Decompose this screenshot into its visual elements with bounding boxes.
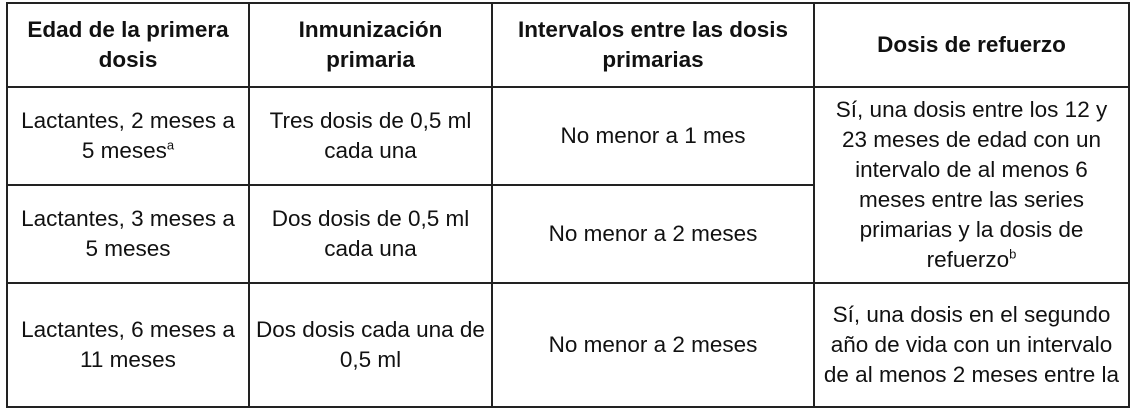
cell-intervalo: No menor a 1 mes	[491, 86, 815, 186]
header-intervalos: Intervalos entre las dosis primarias	[491, 2, 815, 88]
cell-inmunizacion: Tres dosis de 0,5 ml cada una	[248, 86, 493, 186]
cell-inmunizacion: Dos dosis cada una de 0,5 ml	[248, 282, 493, 408]
table-row: Lactantes, 3 meses a 5 meses Dos dosis d…	[6, 184, 1129, 284]
table-row: Lactantes, 2 meses a 5 mesesa Tres dosis…	[6, 86, 1130, 284]
cell-refuerzo: Sí, una dosis en el segundo año de vida …	[813, 282, 1130, 408]
table-row: Lactantes, 6 meses a 11 meses Dos dosis …	[6, 282, 1130, 408]
cell-intervalo: No menor a 2 meses	[491, 282, 815, 408]
cell-edad: Lactantes, 3 meses a 5 meses	[6, 184, 250, 284]
header-refuerzo: Dosis de refuerzo	[813, 2, 1130, 88]
footnote-marker: b	[1009, 246, 1017, 262]
cell-refuerzo: Sí, una dosis entre los 12 y 23 meses de…	[813, 86, 1130, 284]
dosing-table: Edad de la primera dosis Inmunización pr…	[6, 2, 1130, 408]
header-edad: Edad de la primera dosis	[6, 2, 250, 88]
cell-edad: Lactantes, 6 meses a 11 meses	[6, 282, 250, 408]
header-inmunizacion: Inmunización primaria	[248, 2, 493, 88]
cell-edad: Lactantes, 2 meses a 5 mesesa	[6, 86, 250, 186]
cell-inmunizacion: Dos dosis de 0,5 ml cada una	[248, 184, 493, 284]
header-row: Edad de la primera dosis Inmunización pr…	[6, 2, 1130, 88]
footnote-marker: a	[166, 137, 175, 153]
cell-intervalo: No menor a 2 meses	[491, 184, 815, 284]
